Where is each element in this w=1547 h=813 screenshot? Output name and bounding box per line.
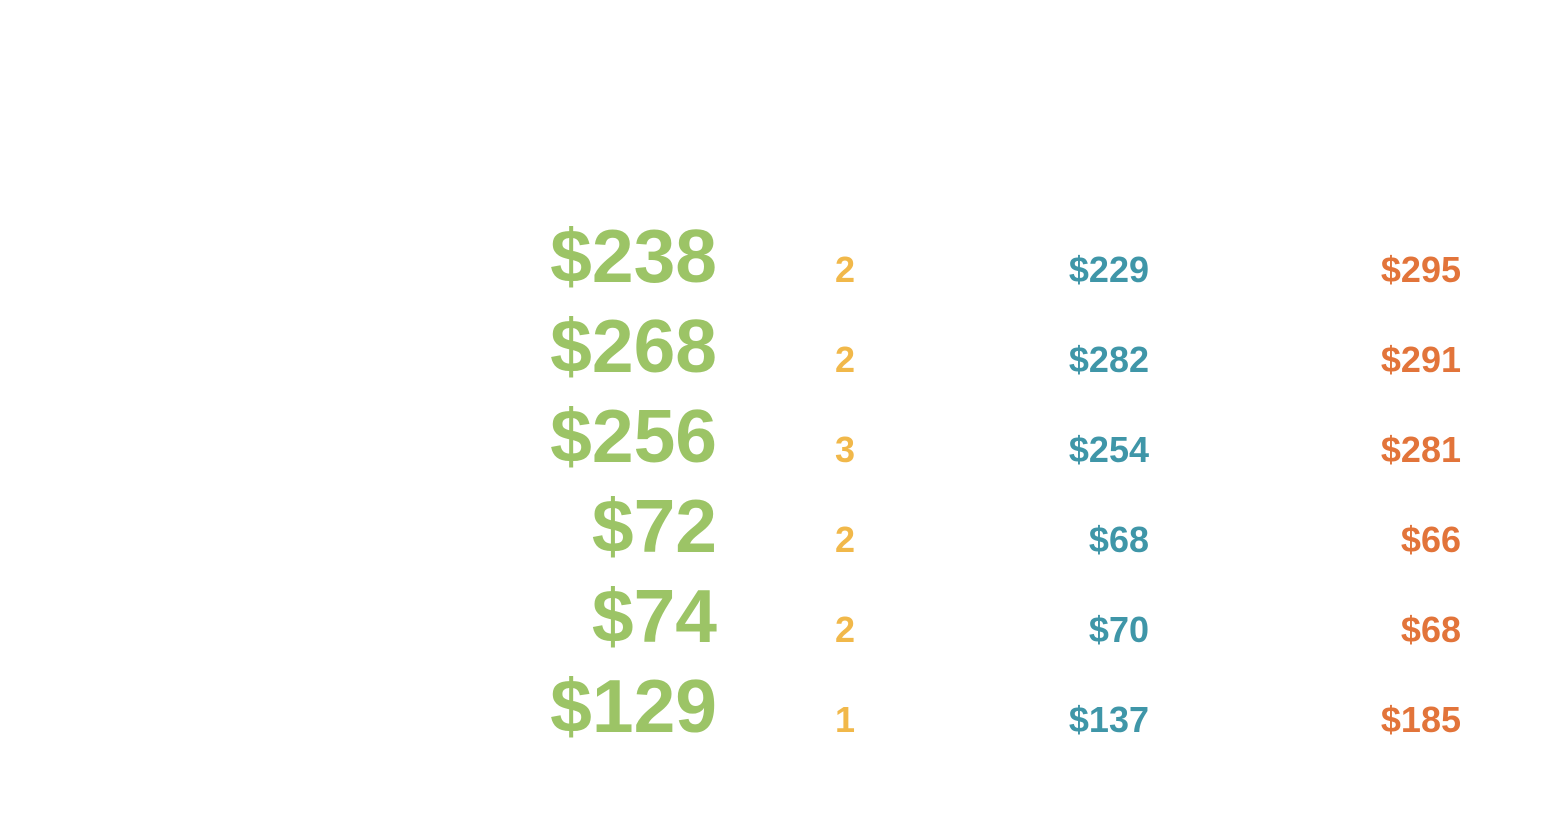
count: 2 <box>835 249 855 290</box>
table-row: $74 2 $70 $68 <box>592 574 1461 658</box>
main-price: $238 <box>550 214 717 298</box>
main-price: $256 <box>550 394 717 478</box>
main-price: $74 <box>592 574 717 658</box>
price-c: $291 <box>1381 339 1461 380</box>
count: 1 <box>835 699 855 740</box>
price-c: $68 <box>1401 609 1461 650</box>
table-row: $238 2 $229 $295 <box>550 214 1461 298</box>
price-b: $229 <box>1069 249 1149 290</box>
table-row: $72 2 $68 $66 <box>592 484 1461 568</box>
count: 2 <box>835 519 855 560</box>
table-row: $268 2 $282 $291 <box>550 304 1461 388</box>
price-c: $281 <box>1381 429 1461 470</box>
price-b: $70 <box>1089 609 1149 650</box>
price-b: $68 <box>1089 519 1149 560</box>
count: 3 <box>835 429 855 470</box>
price-b: $282 <box>1069 339 1149 380</box>
table-row: $256 3 $254 $281 <box>550 394 1461 478</box>
price-b: $137 <box>1069 699 1149 740</box>
main-price: $129 <box>550 664 717 748</box>
price-b: $254 <box>1069 429 1149 470</box>
count: 2 <box>835 339 855 380</box>
main-price: $72 <box>592 484 717 568</box>
table-row: $129 1 $137 $185 <box>550 664 1461 748</box>
price-c: $295 <box>1381 249 1461 290</box>
count: 2 <box>835 609 855 650</box>
price-c: $66 <box>1401 519 1461 560</box>
price-c: $185 <box>1381 699 1461 740</box>
main-price: $268 <box>550 304 717 388</box>
